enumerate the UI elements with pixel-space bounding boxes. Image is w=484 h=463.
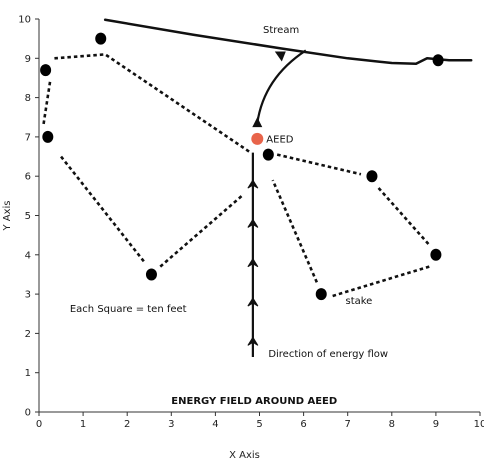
curved-arrowhead-icon (274, 51, 286, 62)
annotation-label: Direction of energy flow (268, 349, 388, 360)
y-tick-label: 3 (25, 290, 31, 301)
curved-flow-line (256, 49, 307, 124)
dotted-boundary-line (271, 179, 319, 283)
stake-point (315, 288, 327, 301)
annotation-label: ENERGY FIELD AROUND AEED (171, 396, 337, 407)
stake-point (262, 148, 274, 161)
x-tick-label: 4 (212, 419, 218, 430)
y-tick-label: 6 (25, 172, 31, 183)
x-tick-label: 10 (474, 419, 484, 430)
y-tick-label: 10 (18, 15, 31, 26)
x-tick-label: 6 (300, 419, 306, 430)
flow-arrowhead-icon (247, 336, 259, 346)
annotation-label: stake (345, 296, 372, 307)
aeed-label: AEED (266, 134, 293, 145)
dotted-boundary-line (54, 53, 252, 154)
y-tick-label: 4 (25, 250, 31, 261)
y-tick-label: 0 (25, 408, 31, 419)
stream-label: Stream (263, 25, 299, 36)
y-tick-label: 8 (25, 93, 31, 104)
x-tick-label: 5 (256, 419, 262, 430)
y-axis-title: Y Axis (2, 200, 13, 231)
x-axis-title: X Axis (229, 450, 260, 461)
flow-arrowhead-icon (247, 257, 259, 268)
x-tick-label: 0 (36, 419, 42, 430)
dotted-boundary-line (159, 194, 243, 268)
x-tick-label: 9 (433, 419, 439, 430)
dotted-boundary-line (60, 155, 146, 264)
flow-arrowhead-icon (247, 179, 259, 189)
dotted-boundary-line (377, 187, 431, 246)
y-tick-label: 2 (25, 329, 31, 340)
dotted-boundary-line (331, 265, 430, 298)
y-tick-label: 5 (25, 211, 31, 222)
y-tick-label: 7 (25, 132, 31, 143)
y-tick-label: 1 (25, 368, 31, 379)
stake-point (432, 54, 444, 67)
stake-point (430, 248, 442, 261)
flow-arrowhead-icon (247, 218, 259, 228)
dotted-boundary-line (42, 81, 52, 126)
x-tick-label: 7 (345, 419, 351, 430)
annotation-label: Each Square = ten feet (70, 304, 187, 315)
dotted-boundary-line (276, 153, 362, 176)
energy-flow (247, 49, 307, 357)
stake-point (145, 268, 157, 281)
x-tick-label: 2 (124, 419, 130, 430)
aeed-point (251, 132, 264, 145)
curved-arrowhead-icon (252, 117, 263, 128)
y-tick-label: 9 (25, 54, 31, 65)
x-tick-label: 1 (80, 419, 86, 430)
axes: 0 1 2 3 4 5 6 7 8 9 10 0 1 2 3 4 5 6 7 8 9 10 X Axis Y Axis (2, 15, 484, 462)
x-tick-label: 3 (168, 419, 174, 430)
stake-point (42, 130, 54, 143)
stake-points (40, 32, 444, 301)
flow-arrowhead-icon (247, 297, 259, 307)
dotted-boundary (42, 53, 431, 298)
x-tick-label: 8 (389, 419, 395, 430)
stake-point (95, 32, 107, 45)
stake-point (40, 64, 52, 77)
annotations: Stream AEED Each Square = ten feet stake Dir… (70, 25, 388, 407)
stake-point (366, 170, 378, 183)
